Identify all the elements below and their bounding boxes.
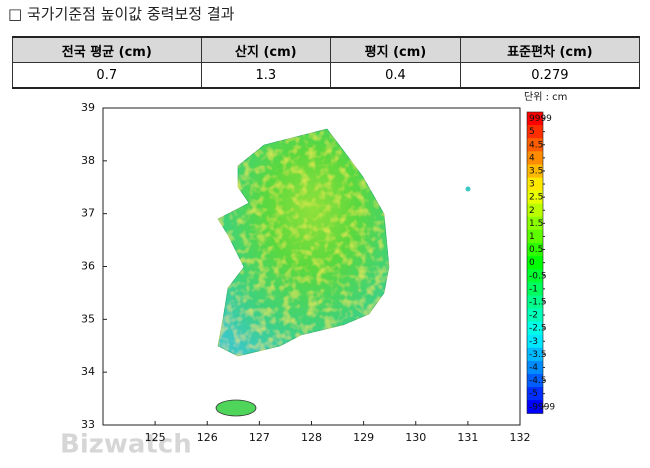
colorbar-band	[527, 243, 543, 257]
header-row: 전국 평균 (cm) 산지 (cm) 평지 (cm) 표준편차 (cm)	[12, 36, 641, 63]
colorbar-band	[527, 229, 543, 244]
colorbar-band	[527, 177, 543, 192]
colorbar-tick-label: -5	[529, 389, 538, 399]
x-tick-label: 126	[197, 431, 218, 444]
colorbar-tick-label: -3.5	[529, 350, 547, 360]
colorbar-band	[527, 164, 543, 178]
y-tick-label: 35	[81, 312, 95, 325]
colorbar-band	[527, 295, 543, 309]
colorbar-band	[527, 374, 543, 388]
y-tick-label: 33	[81, 418, 95, 431]
x-tick-label: 130	[405, 431, 426, 444]
cell: 0.7	[12, 62, 202, 89]
colorbar-tick-label: -2.5	[529, 324, 547, 334]
colorbar-tick-label: 4.5	[529, 140, 543, 150]
colorbar-tick-label: 0	[529, 258, 535, 268]
land	[217, 128, 390, 357]
colorbar-tick-label: 2	[529, 206, 535, 216]
colorbar-tick-label: 2.5	[529, 193, 543, 203]
x-tick-label: 125	[145, 431, 166, 444]
colorbar-tick-label: -9999	[529, 402, 555, 412]
colorbar-band	[527, 112, 543, 126]
colorbar-band	[527, 282, 543, 296]
colorbar-band	[527, 387, 543, 401]
header-cell: 산지 (cm)	[200, 36, 332, 63]
colorbar-band	[527, 347, 543, 362]
colorbar-tick-label: 1.5	[529, 219, 543, 229]
x-tick-label: 129	[353, 431, 374, 444]
colorbar: 단위 : cm 9999 5 4.5 4 3.5 3 2.5 2 1.5 1 0.5 0 -0.5 -1 -…	[524, 90, 567, 414]
colorbar-frame	[526, 111, 544, 414]
colorbar-tick-label: 3	[529, 180, 535, 190]
colorbar-band	[527, 334, 543, 349]
x-tick-label: 128	[301, 431, 322, 444]
colorbar-tick-label: 3.5	[529, 166, 543, 176]
colorbar-tick-label: 4	[529, 153, 535, 163]
colorbar-band	[527, 216, 543, 231]
watermark: Bizwatch	[60, 430, 192, 460]
y-tick-label: 37	[81, 207, 95, 220]
jeju	[215, 399, 257, 417]
y-tick-label: 38	[81, 154, 95, 167]
colorbar-band	[527, 138, 543, 152]
colorbar-label: 단위 : cm	[524, 90, 567, 103]
data-row: 0.7 1.3 0.4 0.279	[12, 62, 641, 89]
colorbar-band	[527, 269, 543, 283]
colorbar-tick-label: 1	[529, 232, 535, 242]
colorbar-band	[527, 256, 543, 270]
colorbar-tick-label: 5	[529, 127, 535, 137]
cell: 1.3	[200, 62, 332, 89]
header-cell: 평지 (cm)	[330, 36, 461, 63]
x-tick-label: 127	[249, 431, 270, 444]
colorbar-band	[527, 190, 543, 205]
colorbar-band	[527, 151, 543, 165]
x-tick-label: 131	[457, 431, 478, 444]
colorbar-tick-label: 0.5	[529, 245, 543, 255]
colorbar-tick-label: -4.5	[529, 376, 547, 386]
title: □ 국가기준점 높이값 중력보정 결과	[8, 5, 235, 23]
colorbar-tick-label: -0.5	[529, 271, 547, 281]
colorbar-band	[527, 203, 543, 218]
colorbar-tick-label: -1.5	[529, 297, 547, 307]
y-tick-label: 39	[81, 101, 95, 114]
cell: 0.279	[459, 62, 641, 89]
result-table: 전국 평균 (cm) 산지 (cm) 평지 (cm) 표준편차 (cm) 0.7…	[12, 36, 641, 89]
ulleung	[465, 186, 471, 192]
colorbar-band	[527, 308, 543, 323]
colorbar-tick-label: -4	[529, 363, 538, 373]
cell: 0.4	[330, 62, 461, 89]
y-tick-label: 34	[81, 365, 95, 378]
y-tick-label: 36	[81, 260, 95, 273]
colorbar-band	[527, 400, 543, 414]
colorbar-band	[527, 321, 543, 336]
x-tick-label: 132	[510, 431, 531, 444]
colorbar-tick-label: 9999	[529, 114, 552, 124]
colorbar-tick-label: -3	[529, 337, 538, 347]
colorbar-tick-label: -1	[529, 284, 538, 294]
colorbar-band	[527, 360, 543, 375]
colorbar-tick-label: -2	[529, 311, 538, 321]
colorbar-band	[527, 125, 543, 139]
